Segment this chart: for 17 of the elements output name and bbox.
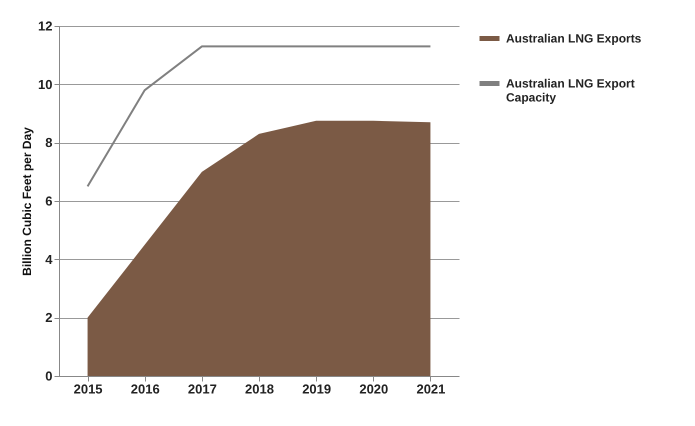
- x-tick-label: 2017: [188, 382, 217, 396]
- y-tick-label: 2: [45, 310, 52, 326]
- legend-label: Australian LNG Exports: [506, 32, 642, 46]
- x-tick-label: 2019: [302, 382, 332, 396]
- y-tick-label: 10: [38, 76, 52, 92]
- x-tick-label: 2018: [245, 382, 274, 396]
- x-tick-label: 2020: [359, 382, 388, 396]
- x-tick-label: 2016: [130, 382, 160, 396]
- y-tick-label: 8: [45, 135, 52, 150]
- y-tick-label: 12: [38, 18, 52, 34]
- x-tick-label: 2015: [74, 382, 103, 396]
- y-tick-label: 0: [45, 368, 52, 384]
- x-tick-label: 2021: [416, 382, 446, 396]
- y-axis-title: Billion Cubic Feet per Day: [20, 126, 34, 276]
- y-tick-label: 6: [45, 194, 52, 208]
- legend-label: Australian LNG Export Capacity: [506, 76, 635, 104]
- y-tick-label: 4: [45, 252, 54, 267]
